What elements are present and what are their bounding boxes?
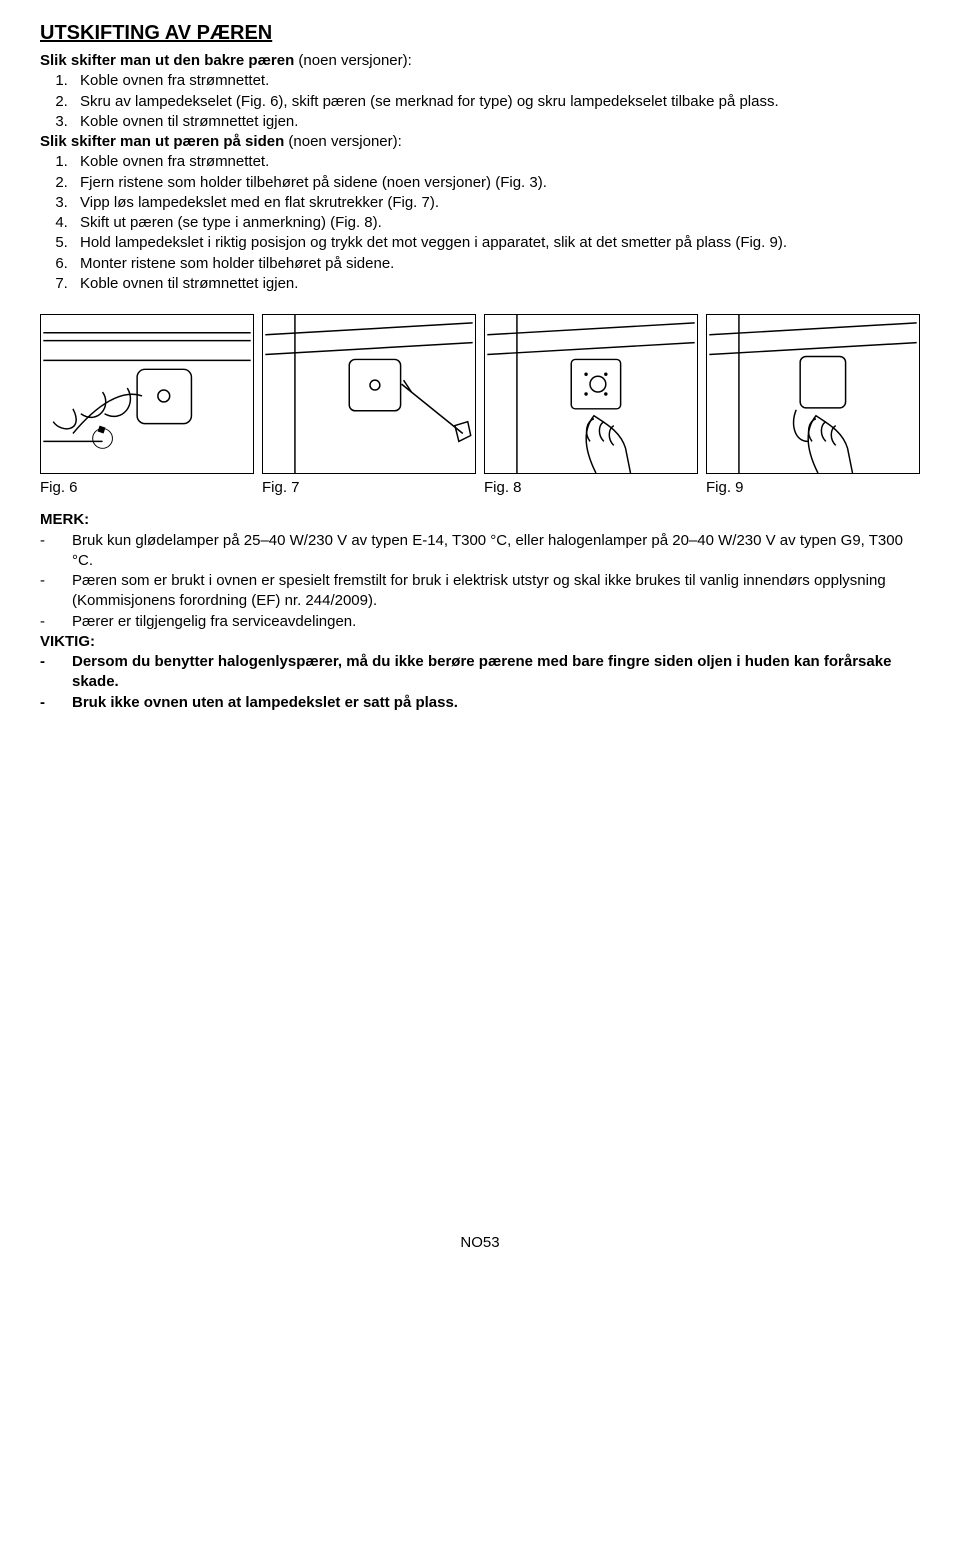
section1-intro-bold: Slik skifter man ut den bakre pæren <box>40 52 298 69</box>
section1-intro-light: (noen versjoner): <box>298 52 411 69</box>
section2-steps: Koble ovnen fra strømnettet. Fjern riste… <box>40 152 920 294</box>
list-item: Monter ristene som holder tilbehøret på … <box>72 254 920 274</box>
merk-text: Pærer er tilgjengelig fra serviceavdelin… <box>72 612 920 632</box>
figure-labels: Fig. 6 Fig. 7 Fig. 8 Fig. 9 <box>40 478 920 498</box>
figures-row <box>40 314 920 474</box>
merk-heading: MERK: <box>40 510 920 530</box>
list-item: Koble ovnen fra strømnettet. <box>72 71 920 91</box>
list-item: -Bruk ikke ovnen uten at lampedekslet er… <box>40 693 920 713</box>
section2-intro: Slik skifter man ut pæren på siden (noen… <box>40 132 920 152</box>
merk-text: Bruk kun glødelamper på 25–40 W/230 V av… <box>72 531 920 572</box>
figure-label: Fig. 8 <box>484 478 698 498</box>
list-item: -Dersom du benytter halogenlyspærer, må … <box>40 652 920 693</box>
list-item: Fjern ristene som holder tilbehøret på s… <box>72 173 920 193</box>
list-item: -Bruk kun glødelamper på 25–40 W/230 V a… <box>40 531 920 572</box>
figure-6 <box>40 314 254 474</box>
page-number: NO53 <box>40 1233 920 1253</box>
viktig-text: Dersom du benytter halogenlyspærer, må d… <box>72 652 920 693</box>
page-title: UTSKIFTING AV PÆREN <box>40 20 920 47</box>
list-item: Koble ovnen til strømnettet igjen. <box>72 274 920 294</box>
viktig-text: Bruk ikke ovnen uten at lampedekslet er … <box>72 693 920 713</box>
figure-label: Fig. 7 <box>262 478 476 498</box>
list-item: Skift ut pæren (se type i anmerkning) (F… <box>72 213 920 233</box>
figure-label: Fig. 9 <box>706 478 920 498</box>
section1-intro: Slik skifter man ut den bakre pæren (noe… <box>40 51 920 71</box>
viktig-list: -Dersom du benytter halogenlyspærer, må … <box>40 652 920 713</box>
section1-steps: Koble ovnen fra strømnettet. Skru av lam… <box>40 71 920 132</box>
figure-7 <box>262 314 476 474</box>
merk-list: -Bruk kun glødelamper på 25–40 W/230 V a… <box>40 531 920 632</box>
viktig-heading: VIKTIG: <box>40 632 920 652</box>
list-item: -Pæren som er brukt i ovnen er spesielt … <box>40 571 920 612</box>
figure-label: Fig. 6 <box>40 478 254 498</box>
section2-intro-light: (noen versjoner): <box>288 133 401 150</box>
list-item: Hold lampedekslet i riktig posisjon og t… <box>72 233 920 253</box>
merk-text: Pæren som er brukt i ovnen er spesielt f… <box>72 571 920 612</box>
list-item: -Pærer er tilgjengelig fra serviceavdeli… <box>40 612 920 632</box>
list-item: Koble ovnen til strømnettet igjen. <box>72 112 920 132</box>
list-item: Skru av lampedekselet (Fig. 6), skift pæ… <box>72 92 920 112</box>
figure-9 <box>706 314 920 474</box>
list-item: Koble ovnen fra strømnettet. <box>72 152 920 172</box>
list-item: Vipp løs lampedekslet med en flat skrutr… <box>72 193 920 213</box>
figure-8 <box>484 314 698 474</box>
section2-intro-bold: Slik skifter man ut pæren på siden <box>40 133 288 150</box>
